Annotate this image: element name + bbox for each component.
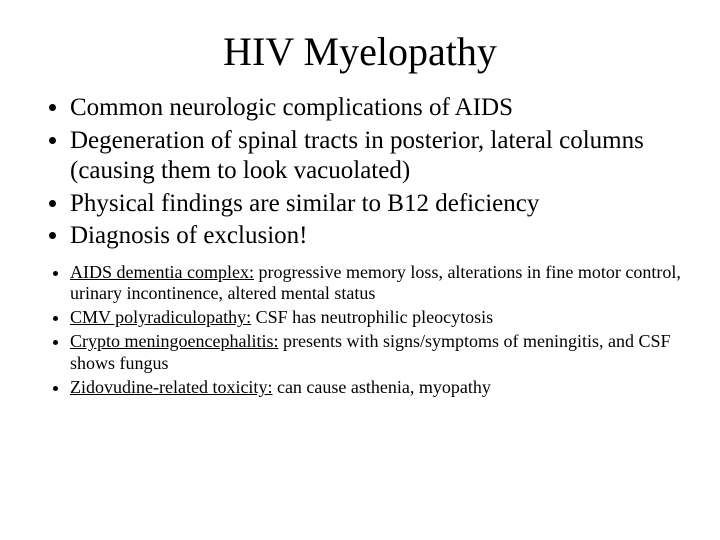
term: AIDS dementia complex: (70, 262, 254, 282)
main-bullet-list: Common neurologic complications of AIDS … (36, 93, 684, 252)
list-item: Diagnosis of exclusion! (70, 221, 684, 252)
list-item: Degeneration of spinal tracts in posteri… (70, 126, 684, 187)
list-item: Physical findings are similar to B12 def… (70, 189, 684, 220)
list-item: CMV polyradiculopathy: CSF has neutrophi… (70, 307, 684, 329)
definition: CSF has neutrophilic pleocytosis (251, 307, 493, 327)
slide: HIV Myelopathy Common neurologic complic… (0, 0, 720, 540)
slide-title: HIV Myelopathy (36, 28, 684, 75)
list-item: Common neurologic complications of AIDS (70, 93, 684, 124)
list-item: Crypto meningoencephalitis: presents wit… (70, 331, 684, 375)
term: Zidovudine-related toxicity: (70, 377, 272, 397)
sub-bullet-list: AIDS dementia complex: progressive memor… (36, 262, 684, 400)
list-item: Zidovudine-related toxicity: can cause a… (70, 377, 684, 399)
term: Crypto meningoencephalitis: (70, 331, 278, 351)
term: CMV polyradiculopathy: (70, 307, 251, 327)
definition: can cause asthenia, myopathy (272, 377, 490, 397)
list-item: AIDS dementia complex: progressive memor… (70, 262, 684, 306)
